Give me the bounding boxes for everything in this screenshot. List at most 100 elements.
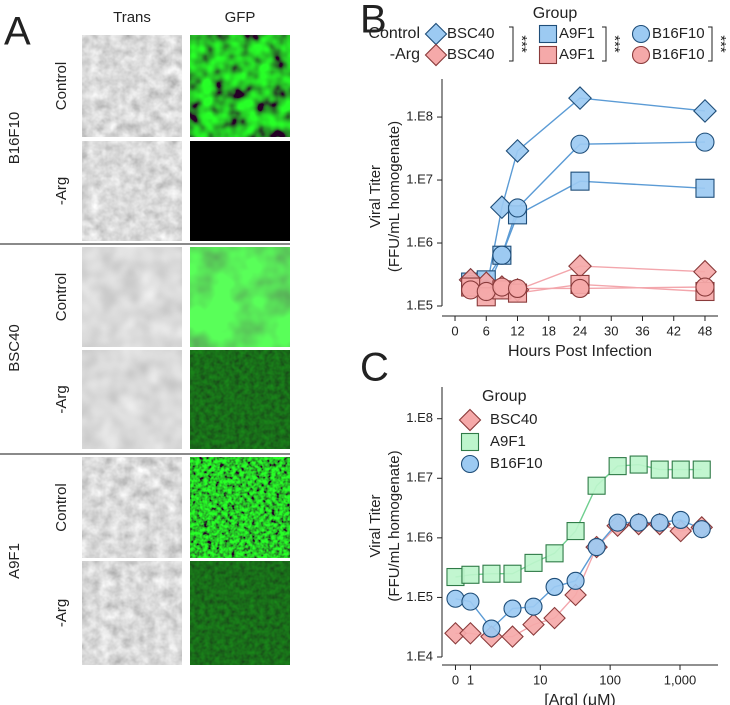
row-label: -Arg — [53, 385, 70, 413]
marker — [492, 245, 512, 265]
column-header: GFP — [225, 9, 256, 26]
legend-label: B16F10 — [652, 25, 705, 42]
row-label: Control — [53, 483, 70, 531]
marker — [424, 22, 448, 46]
marker — [482, 619, 501, 638]
marker — [524, 597, 543, 616]
marker — [587, 538, 606, 557]
marker — [608, 457, 627, 476]
marker — [570, 278, 590, 298]
panel-label: C — [360, 346, 389, 390]
y-tick-label: 1.E5 — [406, 589, 433, 604]
x-axis-label: Hours Post Infection — [508, 343, 652, 360]
x-tick-label: 24 — [573, 323, 587, 338]
micrograph — [190, 141, 290, 241]
group-label: A9F1 — [6, 543, 23, 579]
x-tick-label: 30 — [604, 323, 618, 338]
marker — [568, 86, 592, 111]
marker — [461, 592, 480, 611]
legend-label: B16F10 — [490, 455, 543, 472]
x-tick-label: 1,000 — [664, 672, 697, 687]
significance-bracket — [708, 26, 713, 62]
marker — [570, 134, 590, 154]
marker — [650, 460, 669, 479]
panel-label: B — [360, 0, 387, 42]
y-tick-label: 1.E5 — [406, 297, 433, 312]
x-tick-label: 12 — [510, 323, 524, 338]
legend-label: BSC40 — [490, 411, 538, 428]
y-tick-label: 1.E7 — [406, 470, 433, 485]
x-tick-label: 6 — [483, 323, 490, 338]
legend-label: A9F1 — [559, 46, 595, 63]
marker — [629, 513, 648, 532]
group-label: BSC40 — [6, 324, 23, 372]
y-tick-label: 1.E4 — [406, 648, 433, 663]
micrograph — [82, 141, 182, 241]
legend-title: Group — [482, 388, 527, 405]
x-tick-label: 1 — [467, 672, 474, 687]
marker — [669, 519, 693, 543]
marker — [587, 476, 606, 495]
marker — [566, 571, 585, 590]
marker — [460, 454, 480, 474]
marker — [538, 45, 558, 65]
marker — [424, 43, 448, 67]
x-tick-label: 42 — [667, 323, 681, 338]
group-label: B16F10 — [6, 112, 23, 165]
x-tick-label: 48 — [698, 323, 712, 338]
marker — [503, 564, 522, 583]
y-tick-label: 1.E6 — [406, 234, 433, 249]
marker — [545, 544, 564, 563]
marker — [566, 522, 585, 541]
marker — [446, 589, 465, 608]
significance-label: *** — [513, 35, 530, 53]
y-axis-label: Viral Titer — [367, 494, 384, 557]
y-axis-label: (FFU/mL homogenate) — [386, 121, 403, 272]
marker — [460, 432, 480, 452]
micrograph — [82, 561, 182, 665]
marker — [505, 138, 530, 163]
marker — [629, 455, 648, 474]
marker — [650, 513, 669, 532]
x-tick-label: 0 — [451, 323, 458, 338]
y-tick-label: 1.E6 — [406, 529, 433, 544]
x-tick-label: 36 — [635, 323, 649, 338]
significance-bracket — [509, 26, 514, 62]
y-axis-label: (FFU/mL homogenate) — [386, 450, 403, 601]
marker — [501, 625, 524, 648]
micrograph — [190, 457, 290, 558]
micrograph — [190, 561, 290, 665]
marker — [507, 278, 528, 298]
marker — [692, 460, 711, 479]
marker — [564, 583, 587, 607]
marker — [503, 599, 522, 618]
micrograph — [82, 457, 182, 558]
legend-label: A9F1 — [490, 433, 526, 450]
marker — [695, 132, 715, 152]
marker — [522, 613, 545, 636]
significance-label: *** — [712, 35, 729, 53]
x-tick-label: 10 — [533, 672, 547, 687]
micrograph — [82, 35, 182, 137]
marker — [695, 277, 715, 297]
marker — [693, 99, 717, 123]
marker — [459, 621, 482, 645]
x-axis-label: [Arg] (μM) — [544, 692, 615, 705]
marker — [671, 510, 690, 529]
legend-label: A9F1 — [559, 25, 595, 42]
micrograph — [82, 247, 182, 347]
panel-label: A — [4, 10, 31, 54]
marker — [444, 621, 467, 645]
significance-label: *** — [606, 35, 623, 53]
column-header: Trans — [113, 9, 151, 26]
marker — [458, 408, 482, 432]
micrograph — [190, 35, 290, 137]
legend-row-label: -Arg — [390, 46, 420, 63]
y-tick-label: 1.E7 — [406, 171, 433, 186]
marker — [482, 564, 501, 583]
micrograph — [82, 350, 182, 449]
legend-label: BSC40 — [447, 25, 495, 42]
legend-row-label: Control — [368, 25, 420, 42]
